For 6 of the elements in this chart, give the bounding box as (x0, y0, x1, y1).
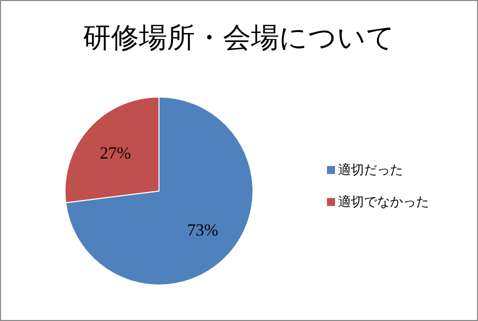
legend-label: 適切だった (338, 162, 403, 177)
chart-title: 研修場所・会場について (83, 23, 395, 54)
legend-label: 適切でなかった (338, 194, 429, 209)
data-label: 73% (187, 220, 218, 240)
pie-slice (65, 96, 254, 286)
data-label: 27% (100, 143, 131, 162)
